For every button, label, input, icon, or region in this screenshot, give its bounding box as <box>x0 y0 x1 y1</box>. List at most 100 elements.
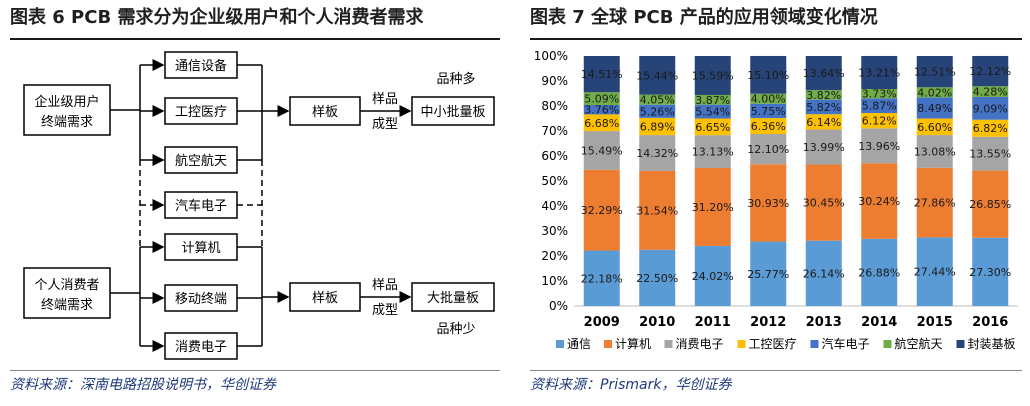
bar-segment <box>639 94 676 105</box>
bar-segment <box>972 55 1009 87</box>
data-label: 15.59% <box>692 69 734 82</box>
data-label: 5.09% <box>584 93 619 106</box>
legend-label: 工控医疗 <box>749 337 797 351</box>
app-box-industrial <box>164 97 238 125</box>
consumer-label-line1: 个人消费者 <box>34 278 99 293</box>
output-box-small-batch <box>411 96 495 126</box>
bar-segment <box>916 167 953 238</box>
legend-swatch <box>556 340 564 348</box>
data-label: 13.64% <box>803 67 845 80</box>
bar-segment <box>694 245 731 306</box>
data-label: 14.32% <box>636 147 678 160</box>
bar-segment <box>861 55 898 89</box>
note-label-many: 品种多 <box>436 71 475 87</box>
bar-segment <box>639 104 676 118</box>
legend-label: 通信 <box>567 337 591 351</box>
bar-segment <box>750 118 787 134</box>
data-label: 13.21% <box>858 66 900 79</box>
bar-segment <box>916 97 953 119</box>
sample-label-top: 样板 <box>312 105 338 120</box>
data-label: 5.26% <box>640 105 675 118</box>
bar-segment <box>972 96 1009 120</box>
data-label: 15.49% <box>581 144 623 157</box>
legend-label: 计算机 <box>615 336 651 351</box>
bar-segment <box>805 129 842 165</box>
bar-segment <box>972 170 1009 238</box>
y-tick-label: 20% <box>541 249 568 263</box>
app-box-aerospace <box>164 146 238 174</box>
data-label: 4.05% <box>640 94 675 107</box>
step-label-top-2: 成型 <box>372 117 398 132</box>
app-box-consumer-electronics <box>164 332 238 360</box>
bar-segment <box>916 118 953 136</box>
bar-segment <box>694 118 731 136</box>
data-label: 3.82% <box>806 89 841 102</box>
app-label-aerospace: 航空航天 <box>175 153 227 169</box>
bar-segment <box>639 170 676 250</box>
data-label: 4.28% <box>973 86 1008 99</box>
legend-swatch <box>664 340 673 348</box>
data-label: 5.75% <box>751 105 786 118</box>
consumer-label-line2: 终端需求 <box>41 297 93 313</box>
bar-segment <box>972 237 1009 306</box>
app-box-computer <box>164 233 238 261</box>
data-label: 30.45% <box>803 197 845 210</box>
bar-segment <box>694 167 731 246</box>
data-label: 3.76% <box>584 104 619 117</box>
bar-segment <box>750 134 787 165</box>
bar-segment <box>972 136 1009 171</box>
bar-segment <box>694 104 731 119</box>
legend-label: 汽车电子 <box>822 336 870 351</box>
app-label-automotive: 汽车电子 <box>175 198 227 214</box>
legend-swatch <box>883 340 892 348</box>
data-label: 12.12% <box>969 65 1011 78</box>
data-label: 26.85% <box>969 198 1011 211</box>
data-label: 6.65% <box>695 121 730 134</box>
pcb-demand-diagram: 企业级用户 终端需求 个人消费者 终端需求 通信设备 工控医疗 航空航天 汽车电… <box>23 51 495 360</box>
x-tick-label: 2012 <box>750 315 786 330</box>
data-label: 31.20% <box>692 201 734 214</box>
legend-label: 航空航天 <box>895 336 943 351</box>
bar-segment <box>805 56 842 91</box>
x-tick-label: 2010 <box>639 315 675 330</box>
data-label: 13.55% <box>969 148 1011 161</box>
data-label: 24.02% <box>692 270 734 283</box>
data-label: 30.93% <box>747 197 789 210</box>
bar-segment <box>639 56 676 95</box>
sample-box-bottom <box>289 282 361 312</box>
app-label-industrial: 工控医疗 <box>175 105 227 120</box>
bar-segment <box>639 117 676 136</box>
data-label: 27.44% <box>914 266 956 279</box>
left-title-rule <box>10 38 500 40</box>
bar-segment <box>583 105 620 115</box>
data-label: 8.49% <box>917 102 952 115</box>
x-tick-label: 2016 <box>972 315 1008 330</box>
x-tick-label: 2014 <box>861 315 897 330</box>
data-label: 9.09% <box>973 102 1008 115</box>
y-tick-label: 0% <box>549 299 568 313</box>
data-label: 25.77% <box>747 268 789 281</box>
bar-segment <box>861 163 898 239</box>
bar-segment <box>750 93 787 104</box>
data-label: 5.87% <box>862 100 897 113</box>
app-label-mobile: 移动终端 <box>175 291 227 307</box>
data-label: 6.60% <box>917 121 952 134</box>
bar-segment <box>694 135 731 168</box>
note-label-few: 品种少 <box>436 322 475 337</box>
bar-segment <box>916 135 953 168</box>
data-label: 31.54% <box>636 204 678 217</box>
enterprise-box <box>23 84 111 136</box>
bar-segment <box>583 56 620 93</box>
y-tick-label: 40% <box>541 199 568 213</box>
y-tick-label: 70% <box>541 124 568 138</box>
y-tick-label: 80% <box>541 99 568 113</box>
data-label: 13.08% <box>914 145 956 158</box>
legend-swatch <box>810 340 819 348</box>
step-label-bottom-2: 成型 <box>372 303 398 318</box>
step-label-top-1: 样品 <box>372 92 398 107</box>
data-label: 13.13% <box>692 146 734 159</box>
consumer-box <box>23 267 111 319</box>
bar-segment <box>916 87 953 98</box>
data-label: 6.14% <box>806 116 841 129</box>
data-label: 27.30% <box>969 266 1011 279</box>
